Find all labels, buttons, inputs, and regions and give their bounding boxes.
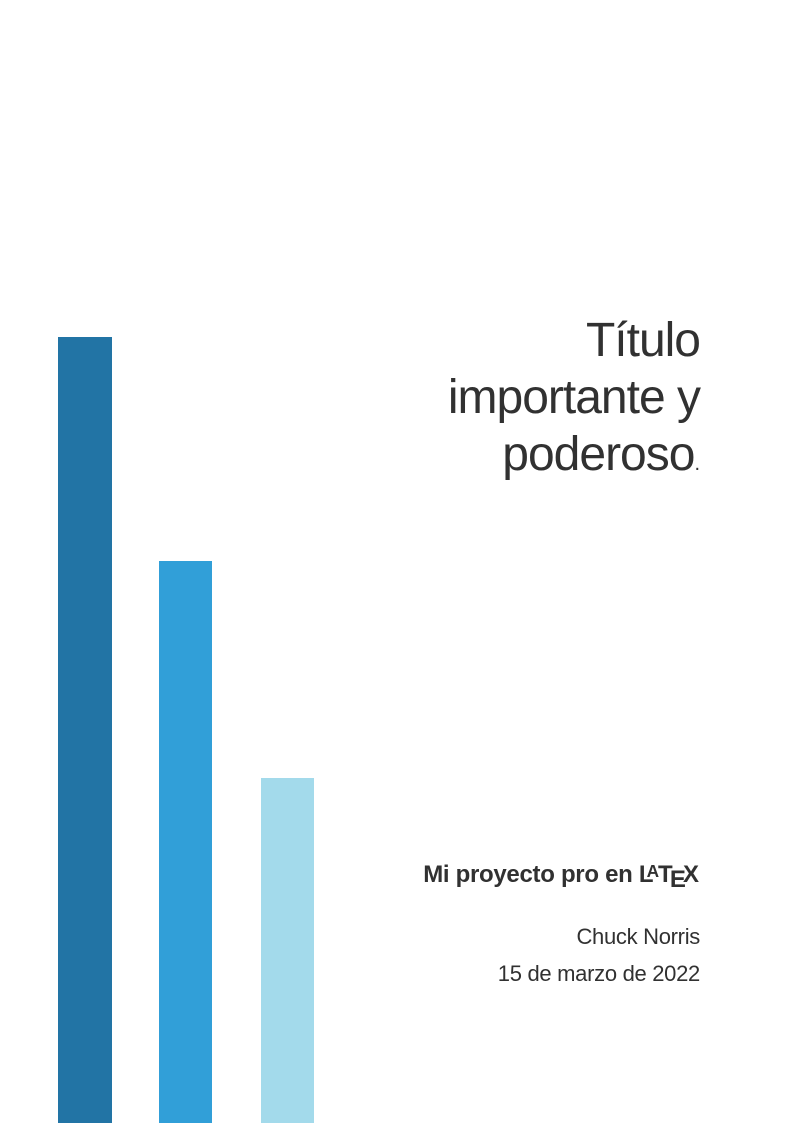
deco-bar-light-blue — [261, 778, 314, 1123]
title-line-3: poderoso. — [448, 426, 700, 493]
project-subtitle: Mi proyecto pro en LATEX — [423, 861, 699, 893]
title-line-2: importante y — [447, 371, 701, 424]
deco-bar-dark-blue — [58, 337, 112, 1123]
author-name: Chuck Norris — [576, 924, 700, 949]
latex-logo-x: X — [682, 861, 699, 888]
latex-logo-a: A — [646, 861, 660, 881]
deco-bar-medium-blue — [159, 561, 212, 1123]
latex-logo-t: T — [658, 861, 673, 888]
document-date: 15 de marzo de 2022 — [497, 961, 701, 986]
latex-logo: LATEX — [638, 861, 699, 893]
document-title: Título importante y poderoso. — [447, 312, 701, 493]
latex-logo-l: L — [638, 861, 654, 888]
title-line-1: Título — [585, 314, 701, 367]
latex-logo-e: E — [669, 866, 686, 894]
subtitle-text: Mi proyecto pro en — [423, 861, 639, 888]
title-line-3-text: poderoso — [502, 428, 695, 481]
title-trailing-period: . — [694, 453, 700, 475]
